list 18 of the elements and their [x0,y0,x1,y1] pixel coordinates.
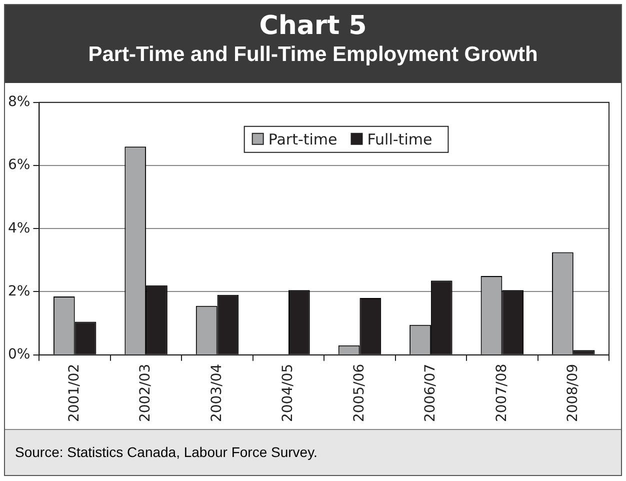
source-note: Source: Statistics Canada, Labour Force Survey. [14,444,318,460]
y-tick-label: 4% [8,220,30,236]
x-tick-label: 2003/04 [208,364,225,422]
x-tick-label: 2002/03 [138,364,154,422]
y-tick-label: 0% [8,346,30,362]
x-tick-label: 2006/07 [422,364,439,422]
legend-label: Full-time [367,130,432,148]
x-tick-label: 2001/02 [66,364,82,422]
y-tick-label: 2% [8,283,30,300]
legend-label: Part-time [268,130,338,148]
x-tick-label: 2004/05 [280,364,296,422]
y-tick-label: 6% [8,157,30,174]
x-tick-label: 2005/06 [351,364,368,422]
chart-title: Chart 5 [258,10,368,41]
chart-subtitle: Part-Time and Full-Time Employment Growth [87,43,539,67]
y-tick-label: 8% [8,94,30,110]
x-tick-label: 2007/08 [494,364,510,422]
x-tick-label: 2008/09 [565,364,582,422]
